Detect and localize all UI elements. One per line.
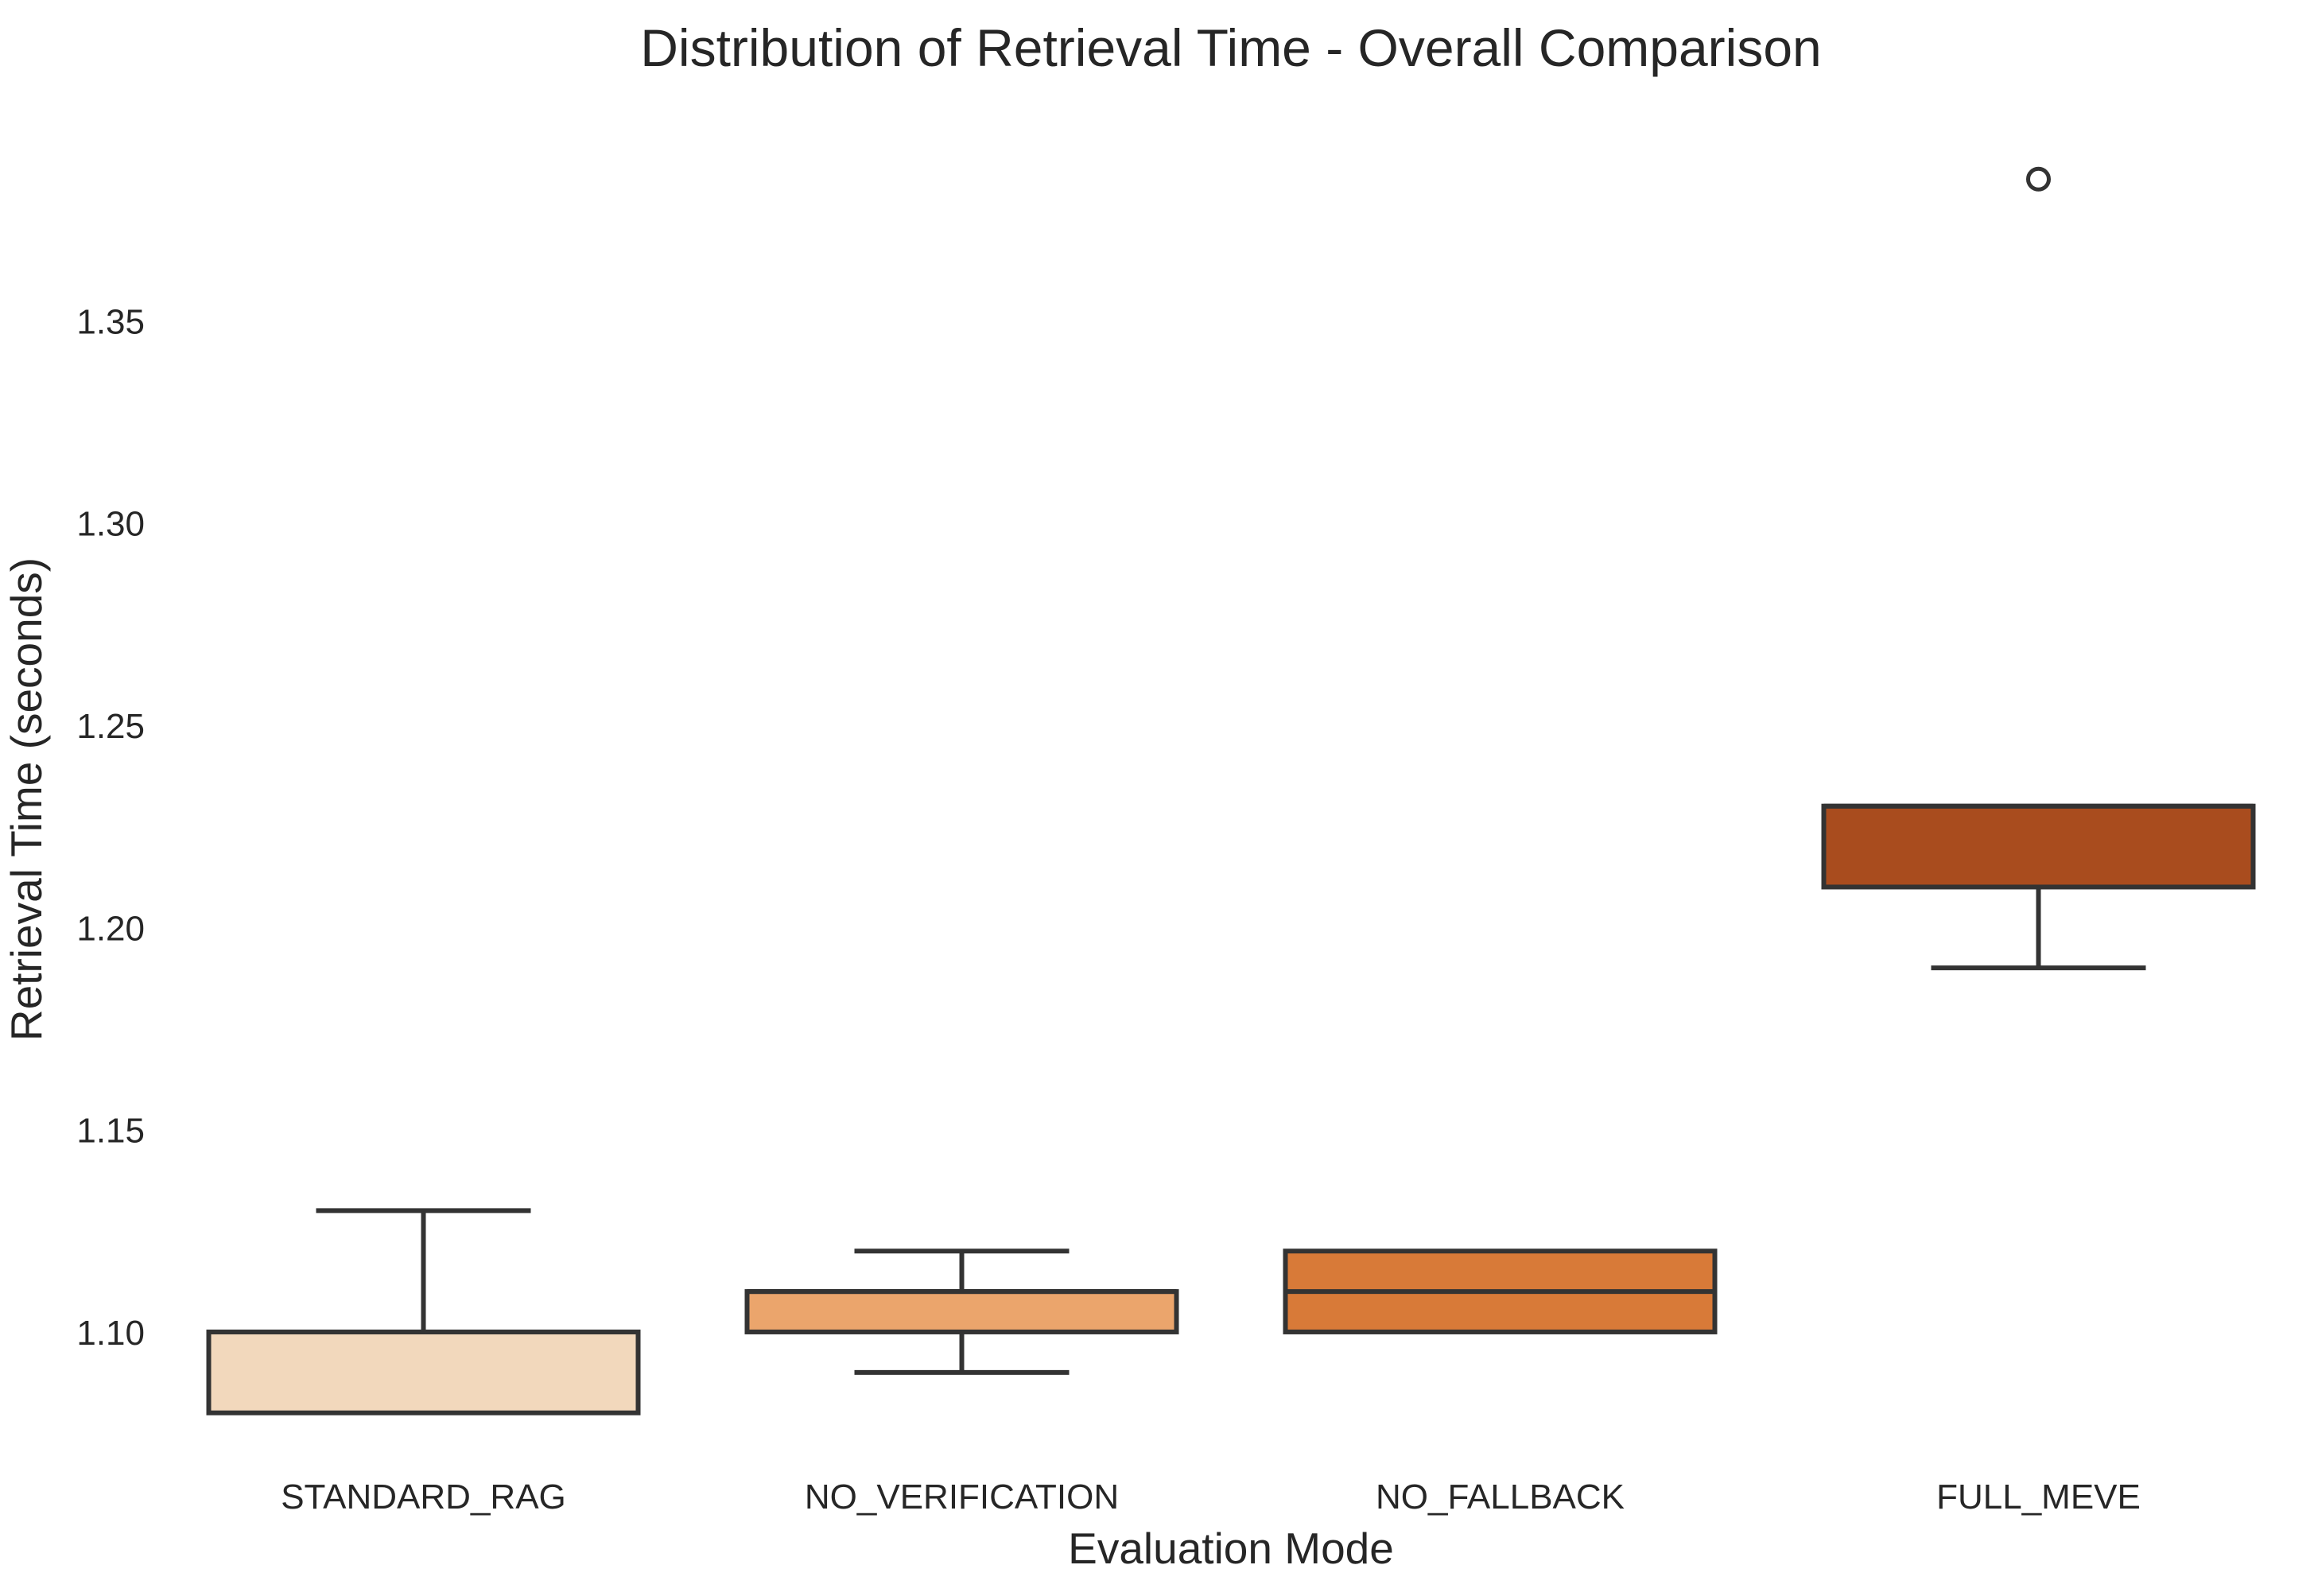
y-tick-label: 1.20: [76, 909, 145, 948]
y-tick-label: 1.30: [76, 505, 145, 544]
y-tick-label: 1.10: [76, 1314, 145, 1353]
plot-area: 1.10 1.15 1.20 1.25 1.30 1.35 STANDARD_RAG NO_V…: [76, 166, 2256, 1516]
box-group-standard_rag: [206, 1208, 641, 1415]
y-tick-label: 1.35: [76, 302, 145, 341]
box-no_verification: [744, 1289, 1179, 1334]
outlier-marker: [2026, 166, 2051, 192]
chart-title: Distribution of Retrieval Time - Overall…: [640, 18, 1821, 77]
box-group-full_meve: [1821, 166, 2256, 971]
x-axis-label: Evaluation Mode: [1068, 1524, 1394, 1573]
x-tick-label: FULL_MEVE: [1936, 1478, 2141, 1516]
x-tick-label: NO_VERIFICATION: [805, 1478, 1119, 1516]
x-tick-label: STANDARD_RAG: [281, 1478, 566, 1516]
box-standard_rag: [206, 1329, 641, 1415]
y-tick-label: 1.15: [76, 1112, 145, 1151]
y-axis-label: Retrieval Time (seconds): [2, 557, 51, 1041]
box-group-no_fallback: [1283, 1248, 1718, 1334]
y-tick-label: 1.25: [76, 707, 145, 746]
box-group-no_verification: [744, 1248, 1179, 1375]
box-full_meve: [1821, 803, 2256, 890]
x-tick-label: NO_FALLBACK: [1376, 1478, 1625, 1516]
